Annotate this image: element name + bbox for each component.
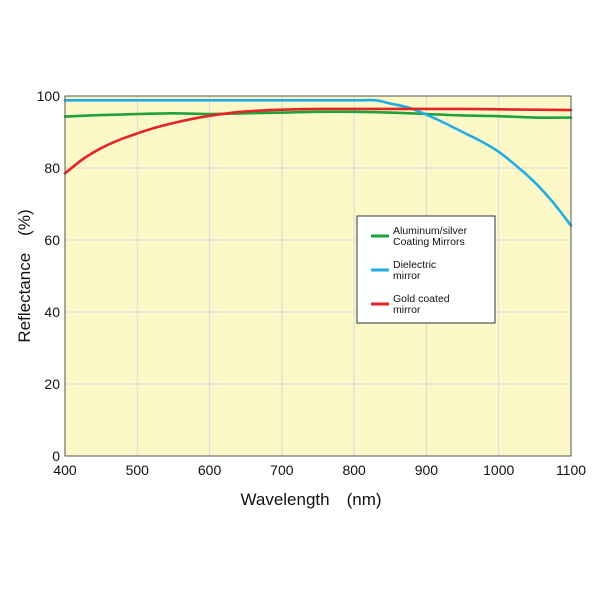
legend-label-0: Aluminum/silver: [393, 225, 468, 237]
series-line-0: [63, 110, 573, 120]
y-tick-label: 20: [44, 376, 60, 392]
tick-labels: 400 500 600 700 800 900 1000 1100 0 20 40 60 80 100: [37, 88, 587, 478]
series-line-1: [63, 98, 573, 227]
legend-label-0: Coating Mirrors: [393, 236, 465, 248]
x-tick-label: 800: [342, 462, 366, 478]
legend-label-1: mirror: [393, 270, 421, 282]
y-tick-label: 100: [37, 88, 61, 104]
x-axis-title: Wavelength (nm): [240, 490, 381, 509]
y-tick-label: 80: [44, 160, 60, 176]
legend-label-2: Gold coated: [393, 293, 450, 305]
y-axis-title: Reflectance (%): [15, 209, 34, 342]
series-group: [63, 98, 573, 227]
plot-frame: [64, 95, 572, 457]
y-tick-label: 40: [44, 304, 60, 320]
x-tick-label: 500: [126, 462, 150, 478]
x-tick-label: 900: [415, 462, 439, 478]
x-tick-label: 600: [198, 462, 222, 478]
legend-label-1: Dielectric: [393, 259, 436, 271]
series-line-2: [63, 107, 573, 175]
x-tick-label: 1100: [556, 462, 586, 478]
y-tick-label: 0: [52, 448, 60, 464]
x-tick-label: 1000: [483, 462, 514, 478]
y-tick-label: 60: [44, 232, 60, 248]
x-tick-label: 700: [270, 462, 294, 478]
x-tick-label: 400: [53, 462, 77, 478]
legend-label-2: mirror: [393, 304, 421, 316]
